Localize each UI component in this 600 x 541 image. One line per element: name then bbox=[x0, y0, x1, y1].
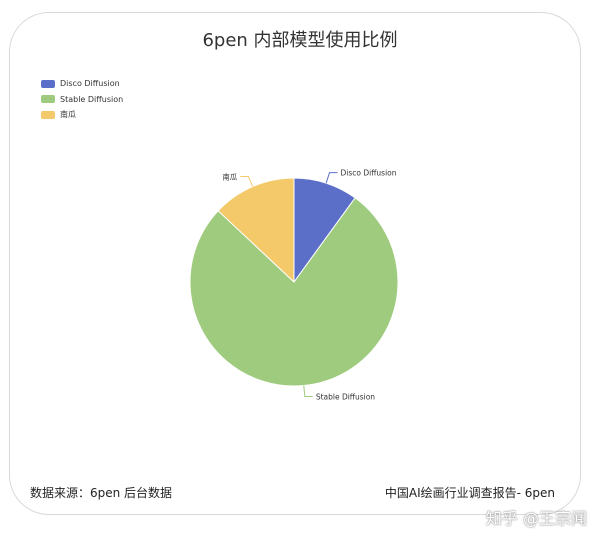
pie-leader-line-0 bbox=[325, 172, 338, 184]
legend-swatch bbox=[41, 79, 55, 88]
chart-title: 6pen 内部模型使用比例 bbox=[202, 30, 398, 51]
pie-label-2: 南瓜 bbox=[222, 171, 237, 181]
watermark: 知乎 @王宗闻 bbox=[485, 509, 587, 528]
pie-leader-line-1 bbox=[303, 385, 313, 397]
legend-item-disco-diffusion[interactable]: Disco Diffusion bbox=[41, 76, 123, 92]
pie-slice-1[interactable] bbox=[189, 197, 399, 387]
legend-swatch bbox=[41, 95, 55, 104]
report-title: 中国AI绘画行业调查报告- 6pen bbox=[384, 486, 555, 500]
legend-label: 南瓜 bbox=[60, 110, 76, 120]
pie-leader-line-2 bbox=[240, 175, 254, 187]
pie-label-1: Stable Diffusion bbox=[316, 392, 375, 401]
legend-swatch bbox=[41, 110, 55, 119]
legend-item-nangua[interactable]: 南瓜 bbox=[41, 107, 123, 123]
legend-label: Disco Diffusion bbox=[60, 79, 120, 89]
data-source-note: 数据来源：6pen 后台数据 bbox=[30, 486, 173, 500]
legend-label: Stable Diffusion bbox=[60, 94, 124, 104]
pie-label-0: Disco Diffusion bbox=[341, 169, 397, 178]
legend: Disco Diffusion Stable Diffusion 南瓜 bbox=[41, 76, 123, 123]
legend-item-stable-diffusion[interactable]: Stable Diffusion bbox=[41, 92, 123, 108]
